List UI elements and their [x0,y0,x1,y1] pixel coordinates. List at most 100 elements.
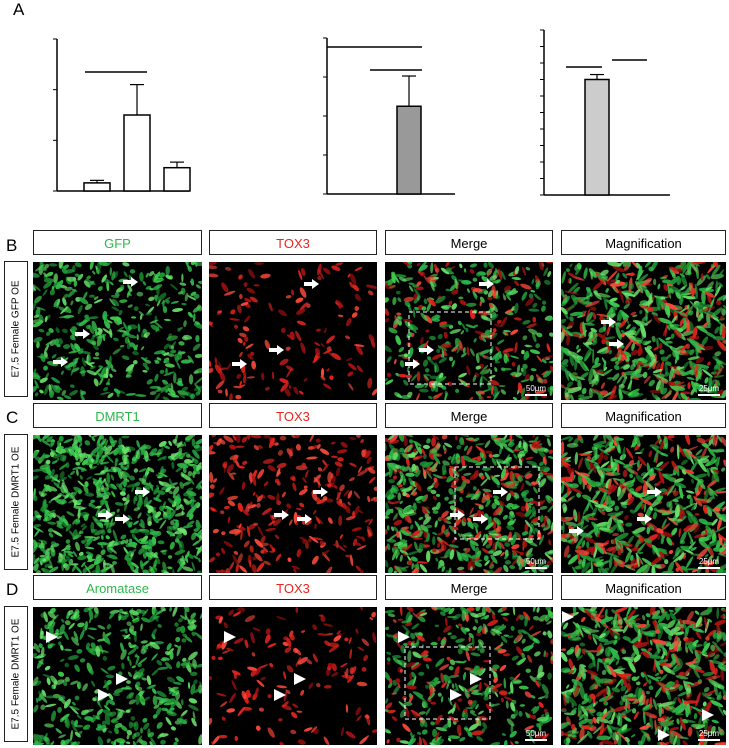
signal-spot [120,649,127,660]
signal-spot [77,466,87,471]
signal-spot [441,565,446,573]
signal-spot [578,457,583,469]
signal-spot [237,502,244,512]
signal-spot [178,618,183,623]
signal-spot [90,670,94,675]
signal-spot [632,289,641,298]
signal-spot [331,455,339,459]
signal-spot [223,541,233,548]
signal-spot [460,627,467,635]
signal-spot [110,741,116,745]
signal-spot [39,262,44,268]
signal-spot [142,369,148,373]
signal-spot [630,558,636,565]
signal-spot [528,308,540,312]
signal-spot [527,642,535,652]
signal-spot [387,435,395,441]
signal-spot [455,388,460,393]
signal-spot [134,566,139,573]
signal-spot [36,570,41,573]
signal-spot [74,695,80,701]
signal-spot [495,268,499,274]
signal-spot [301,462,307,468]
signal-spot [549,332,553,337]
signal-spot [281,704,292,711]
signal-spot [534,557,542,564]
signal-spot [593,435,600,441]
signal-spot [395,640,402,649]
signal-spot [142,722,150,730]
signal-spot [47,521,57,525]
signal-spot [75,461,81,466]
signal-spot [33,272,40,278]
signal-spot [482,467,491,471]
signal-spot [679,509,682,518]
signal-spot [365,284,377,289]
signal-spot [167,388,176,395]
signal-spot [590,306,597,311]
signal-spot [40,438,51,446]
signal-spot [510,355,520,359]
signal-spot [640,348,644,355]
signal-spot [679,273,686,277]
signal-spot [198,734,202,745]
signal-spot [707,361,711,366]
signal-spot [97,736,104,745]
signal-spot [117,445,123,449]
signal-spot [404,516,409,522]
signal-spot [577,545,582,550]
signal-spot [87,558,96,563]
signal-spot [251,360,257,370]
white-arrow-icon [450,510,465,520]
signal-spot [76,649,83,654]
signal-spot [174,737,179,742]
signal-spot [531,464,541,469]
signal-spot [433,548,445,555]
signal-spot [135,693,141,706]
signal-spot [680,343,689,352]
signal-spot [131,548,137,554]
signal-spot [33,283,41,292]
signal-spot [191,561,196,571]
signal-spot [349,554,354,567]
signal-spot [424,368,430,373]
signal-spot [617,487,627,501]
signal-spot [393,319,398,325]
signal-spot [70,367,75,376]
signal-spot [469,540,476,552]
signal-spot [83,514,89,521]
signal-spot [624,281,628,286]
signal-spot [126,680,131,684]
signal-spot [590,271,593,280]
signal-spot [435,557,439,562]
signal-spot [717,569,726,573]
signal-spot [391,655,402,659]
signal-spot [131,485,135,493]
signal-spot [156,357,162,361]
signal-spot [403,436,408,447]
signal-spot [690,514,699,524]
signal-spot [444,496,449,501]
white-arrowhead-icon [46,631,58,643]
signal-spot [59,463,68,470]
signal-spot [513,680,522,684]
signal-spot [167,509,172,519]
signal-spot [609,301,620,308]
signal-spot [139,272,144,282]
signal-spot [606,395,618,400]
signal-spot [49,339,56,347]
signal-spot [533,677,542,681]
signal-spot [494,351,502,362]
signal-spot [509,676,515,680]
signal-spot [347,273,351,278]
signal-spot [296,507,302,511]
signal-spot [152,284,163,291]
signal-spot [385,282,388,287]
signal-spot [475,556,480,561]
signal-spot [135,681,141,688]
signal-spot [191,438,196,447]
signal-spot [72,725,79,733]
signal-spot [304,469,309,478]
signal-spot [561,318,567,325]
signal-spot [657,317,673,325]
